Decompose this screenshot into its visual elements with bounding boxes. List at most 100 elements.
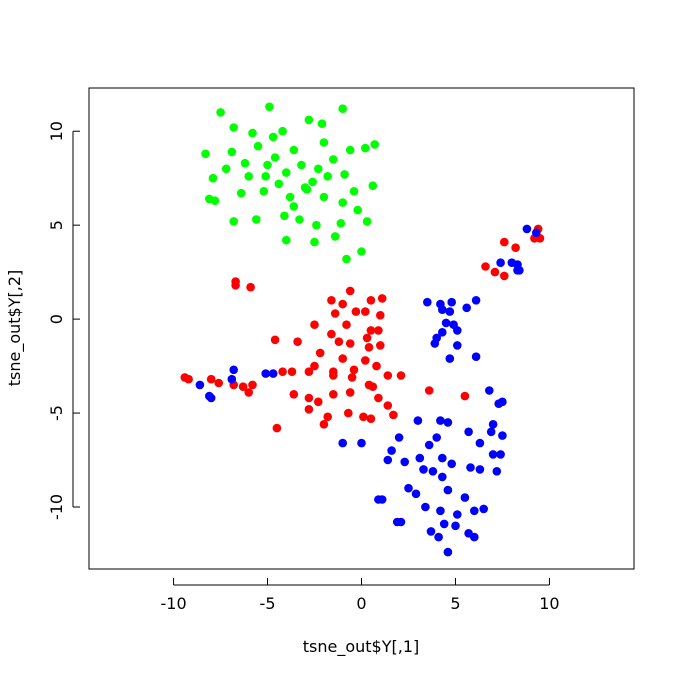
data-point [231, 281, 240, 290]
data-point [238, 382, 248, 392]
y-axis: -10 -5 0 5 10 [47, 121, 80, 520]
data-point [314, 164, 323, 174]
data-point [426, 527, 436, 536]
data-point [329, 390, 338, 399]
data-point [251, 215, 261, 224]
data-point [361, 307, 370, 316]
data-point [383, 455, 393, 465]
data-point [436, 506, 445, 516]
data-point [268, 132, 278, 142]
data-point [466, 463, 475, 472]
y-axis-title: tsne_out$Y[,2] [5, 270, 25, 387]
plot-frame [88, 87, 635, 570]
data-point [362, 217, 372, 226]
data-point [496, 258, 505, 268]
data-point [236, 188, 246, 198]
data-point [359, 412, 368, 422]
data-point [522, 224, 532, 234]
data-point [366, 414, 376, 424]
data-point [338, 104, 348, 113]
y-tick-label: 0 [47, 314, 66, 324]
data-point [248, 128, 257, 138]
data-point [374, 393, 383, 403]
y-tick-label: -5 [47, 405, 66, 421]
data-point [317, 119, 327, 128]
data-point [453, 326, 462, 335]
data-point [460, 493, 470, 502]
data-point [206, 393, 216, 403]
data-point [413, 416, 423, 425]
data-point [229, 217, 238, 226]
data-point [323, 172, 333, 181]
data-point [377, 294, 387, 303]
data-point [214, 378, 223, 388]
data-point [274, 179, 284, 189]
data-point [310, 320, 319, 330]
data-point [293, 337, 302, 347]
data-point [246, 282, 255, 292]
data-point [470, 532, 479, 542]
data-point [361, 356, 370, 365]
data-point [347, 373, 357, 382]
data-point [310, 237, 319, 247]
data-point [280, 211, 289, 221]
data-point [366, 326, 376, 335]
data-point [453, 341, 462, 350]
data-point [486, 427, 496, 437]
data-point [383, 371, 393, 380]
data-point [338, 354, 348, 363]
data-point [432, 433, 442, 442]
data-point [443, 485, 453, 495]
data-point [208, 173, 218, 183]
data-point [389, 410, 398, 420]
data-point [221, 164, 231, 174]
data-point [515, 266, 524, 275]
data-point [451, 521, 460, 531]
data-point [329, 155, 338, 164]
x-axis-title: tsne_out$Y[,1] [303, 637, 420, 657]
x-tick-label: 5 [450, 594, 460, 613]
data-point [206, 374, 216, 384]
data-point [289, 202, 299, 211]
data-point [289, 390, 299, 399]
data-point [475, 438, 485, 448]
data-point [344, 408, 353, 418]
data-point [261, 172, 271, 181]
data-point [492, 467, 502, 476]
data-point [327, 296, 336, 305]
data-point [357, 247, 366, 256]
data-point [392, 517, 402, 527]
x-tick-label: 10 [539, 594, 559, 613]
data-point [460, 391, 470, 401]
data-point [282, 235, 291, 245]
data-point [424, 440, 434, 450]
data-point [488, 420, 498, 429]
y-tick-label: 5 [47, 220, 66, 230]
y-tick-label: 10 [47, 121, 66, 141]
data-point [498, 431, 507, 440]
data-point [327, 329, 336, 339]
data-point [445, 307, 455, 316]
data-point [428, 467, 438, 476]
data-point [511, 243, 520, 252]
data-point [295, 215, 304, 224]
data-point [404, 483, 413, 493]
data-point [319, 420, 329, 429]
data-point [349, 365, 359, 375]
data-point [268, 369, 278, 378]
data-point [338, 299, 348, 309]
data-point [345, 339, 355, 348]
data-point [229, 123, 238, 132]
data-point [285, 192, 295, 202]
data-point [261, 369, 271, 378]
data-point [438, 305, 447, 315]
data-point [297, 160, 306, 170]
data-point [423, 297, 432, 307]
data-point [229, 365, 238, 375]
data-point [315, 348, 325, 358]
data-point [361, 143, 370, 153]
data-point [300, 183, 310, 192]
data-point [462, 303, 472, 313]
data-point [490, 267, 500, 277]
x-tick-label: -5 [260, 594, 276, 613]
